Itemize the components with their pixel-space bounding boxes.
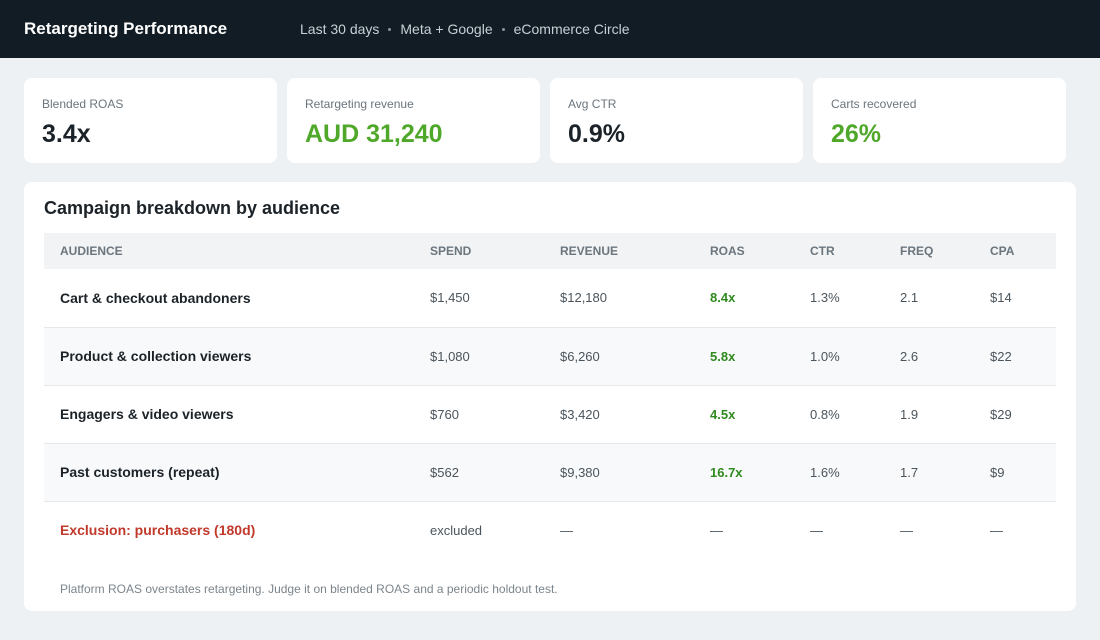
kpi-label: Blended ROAS — [42, 97, 124, 111]
table-cell: excluded — [430, 522, 483, 538]
table-cell: $1,450 — [430, 269, 560, 328]
table-cell: $29 — [990, 385, 1056, 444]
footnote: Platform ROAS overstates retargeting. Ju… — [60, 582, 558, 596]
kpi-label: Carts recovered — [831, 97, 917, 111]
table-cell: $562 — [430, 443, 560, 502]
table-cell: $9,380 — [560, 443, 710, 502]
header-row: AUDIENCE SPEND REVENUE ROAS CTR FREQ CPA — [44, 233, 1056, 269]
table-cell: Exclusion: purchasers (180d) — [60, 522, 256, 539]
table-cell: $12,180 — [560, 269, 710, 328]
column-header: SPEND — [430, 233, 560, 269]
kpi-label: Retargeting revenue — [305, 97, 414, 111]
table-cell: $22 — [990, 327, 1056, 386]
table-cell: Past customers (repeat) — [44, 443, 430, 502]
table-cell: Product & collection viewers — [44, 327, 430, 386]
table-cell: — — [560, 522, 573, 538]
column-header: CTR — [810, 233, 900, 269]
meta: Last 30 days Meta + Google eCommerce Circl… — [300, 21, 630, 37]
table-row: Past customers (repeat) $562 $9,380 16.7x 1.… — [44, 443, 1056, 502]
meta-item: eCommerce Circle — [513, 21, 630, 37]
table-body: Cart & checkout abandoners $1,450 $12,180 8… — [44, 269, 1056, 559]
table-row: Product & collection viewers $1,080 $6,260… — [44, 327, 1056, 386]
column-header: CPA — [990, 233, 1056, 269]
table-cell: 0.8% — [810, 385, 900, 444]
separator — [501, 27, 505, 31]
table: AUDIENCE SPEND REVENUE ROAS CTR FREQ CPA Cart … — [44, 233, 1056, 559]
table-cell: 1.6% — [810, 443, 900, 502]
kpi-value: AUD 31,240 — [305, 120, 443, 148]
table-row: Engagers & video viewers $760 $3,420 4.5x 0.… — [44, 385, 1056, 444]
kpi-value: 0.9% — [568, 120, 625, 148]
table-cell: 2.1 — [900, 269, 990, 328]
table-cell: — — [710, 522, 723, 538]
table-cell: $1,080 — [430, 327, 560, 386]
column-header: AUDIENCE — [44, 233, 430, 269]
kpi-card: Retargeting revenue AUD 31,240 — [287, 78, 540, 163]
table-cell: 1.0% — [810, 327, 900, 386]
kpi-row: Blended ROAS 3.4x Retargeting revenue AUD 3… — [24, 78, 1066, 163]
table-cell: $3,420 — [560, 385, 710, 444]
table-cell: $6,260 — [560, 327, 710, 386]
column-header: FREQ — [900, 233, 990, 269]
kpi-card: Carts recovered 26% — [813, 78, 1066, 163]
column-header: ROAS — [710, 233, 810, 269]
table-cell: 16.7x — [710, 443, 810, 502]
table-cell: 5.8x — [710, 327, 810, 386]
column-header: REVENUE — [560, 233, 710, 269]
kpi-value: 26% — [831, 120, 882, 148]
header: Retargeting Performance Last 30 days Meta… — [0, 0, 1100, 58]
table-cell: Engagers & video viewers — [44, 385, 430, 444]
meta-item: Last 30 days — [300, 21, 380, 37]
table-title: Campaign breakdown by audience — [44, 198, 341, 218]
kpi-label: Avg CTR — [568, 97, 617, 111]
separator — [388, 27, 392, 31]
table-row: Cart & checkout abandoners $1,450 $12,180 8… — [44, 269, 1056, 328]
table-cell: 4.5x — [710, 385, 810, 444]
table-row: Exclusion: purchasers (180d) excluded — — — —… — [44, 501, 1056, 559]
table-cell: $14 — [990, 269, 1056, 328]
title: Retargeting Performance — [24, 19, 228, 38]
table-cell: — — [810, 522, 823, 538]
kpi-card: Blended ROAS 3.4x — [24, 78, 277, 163]
table-cell: $9 — [990, 443, 1056, 502]
table-card: Campaign breakdown by audience AUDIENCE S… — [24, 182, 1076, 611]
kpi-card: Avg CTR 0.9% — [550, 78, 803, 163]
table-cell: 1.7 — [900, 443, 990, 502]
kpi-value: 3.4x — [42, 120, 91, 148]
table-cell: 1.3% — [810, 269, 900, 328]
meta-item: Meta + Google — [400, 21, 493, 37]
table-cell: 2.6 — [900, 327, 990, 386]
table-cell: — — [900, 522, 913, 538]
table-cell: — — [990, 522, 1003, 538]
table-cell: Cart & checkout abandoners — [44, 269, 430, 328]
table-cell: 1.9 — [900, 385, 990, 444]
table-cell: 8.4x — [710, 269, 810, 328]
table-cell: $760 — [430, 385, 560, 444]
